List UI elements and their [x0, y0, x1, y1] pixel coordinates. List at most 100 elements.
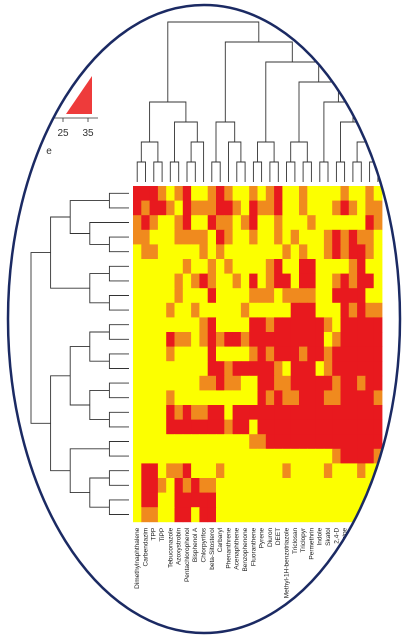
- heatmap-cell: [373, 186, 383, 201]
- heatmap-cell: [348, 244, 358, 260]
- column-label: Fluoranthene: [250, 527, 257, 566]
- heatmap-cell: [199, 478, 209, 493]
- heatmap-cell: [340, 215, 350, 231]
- heatmap-cell: [357, 229, 366, 245]
- heatmap-cell: [332, 302, 341, 318]
- heatmap-cell: [174, 492, 184, 508]
- heatmap-cell: [240, 288, 250, 304]
- heatmap-cell: [141, 507, 150, 523]
- heatmap-cell: [141, 200, 150, 216]
- heatmap-cell: [373, 215, 383, 231]
- heatmap-cell: [166, 288, 175, 304]
- heatmap-cell: [365, 419, 375, 435]
- heatmap-cell: [257, 273, 267, 289]
- heatmap-cell: [224, 507, 233, 523]
- heatmap-cell: [274, 463, 283, 479]
- heatmap-cell: [373, 346, 383, 362]
- heatmap-cell: [149, 390, 159, 406]
- column-label: Bromacil: [367, 527, 374, 553]
- heatmap-cell: [149, 259, 159, 274]
- heatmap-cell: [307, 463, 316, 479]
- heatmap-cell: [307, 302, 316, 318]
- heatmap-cell: [373, 288, 383, 304]
- heatmap-cell: [249, 390, 258, 406]
- heatmap-cell: [373, 390, 383, 406]
- heatmap-cell: [290, 302, 300, 318]
- heatmap-cell: [357, 186, 366, 201]
- heatmap-cell: [166, 332, 175, 347]
- heatmap-cell: [257, 244, 267, 260]
- heatmap-cell: [365, 200, 375, 216]
- heatmap-cell: [157, 259, 167, 274]
- heatmap-cell: [141, 405, 150, 420]
- heatmap-cell: [191, 200, 200, 216]
- heatmap-cell: [323, 478, 333, 493]
- heatmap-cell: [315, 244, 325, 260]
- heatmap-cell: [216, 259, 225, 274]
- heatmap-cell: [257, 346, 267, 362]
- heatmap-cell: [141, 215, 150, 231]
- heatmap-cell: [199, 419, 209, 435]
- heatmap-cell: [373, 419, 383, 435]
- heatmap-cell: [323, 332, 333, 347]
- heatmap-cell: [290, 478, 300, 493]
- heatmap-cell: [348, 375, 358, 391]
- heatmap-cell: [365, 244, 375, 260]
- heatmap-cell: [282, 434, 292, 450]
- heatmap-cell: [265, 302, 275, 318]
- heatmap-cell: [133, 419, 142, 435]
- heatmap-cell: [182, 478, 192, 493]
- heatmap-cell: [257, 332, 267, 347]
- heatmap-cell: [207, 317, 217, 333]
- heatmap-cell: [232, 492, 242, 508]
- heatmap-cell: [274, 200, 283, 216]
- heatmap-cell: [332, 463, 341, 479]
- heatmap-cell: [141, 186, 150, 201]
- heatmap-cell: [332, 186, 341, 201]
- heatmap-cell: [232, 434, 242, 450]
- heatmap-cell: [315, 405, 325, 420]
- heatmap-cell: [282, 229, 292, 245]
- heatmap-cell: [191, 186, 200, 201]
- heatmap-cell: [191, 448, 200, 464]
- heatmap-cell: [207, 361, 217, 377]
- column-label: Azoxystrobin: [176, 527, 183, 565]
- heatmap-cell: [365, 186, 375, 201]
- heatmap-cell: [207, 273, 217, 289]
- heatmap-cell: [315, 317, 325, 333]
- heatmap-cell: [174, 317, 184, 333]
- heatmap-cell: [323, 448, 333, 464]
- heatmap-cell: [166, 186, 175, 201]
- heatmap-cell: [182, 186, 192, 201]
- heatmap-cell: [224, 492, 233, 508]
- heatmap-cell: [332, 478, 341, 493]
- heatmap-cell: [182, 317, 192, 333]
- heatmap-cell: [141, 332, 150, 347]
- heatmap-cell: [240, 463, 250, 479]
- heatmap-cell: [348, 317, 358, 333]
- heatmap-cell: [207, 463, 217, 479]
- heatmap-cell: [174, 273, 184, 289]
- heatmap-cell: [274, 273, 283, 289]
- heatmap-cell: [323, 434, 333, 450]
- heatmap-cell: [157, 273, 167, 289]
- heatmap-cell: [307, 229, 316, 245]
- heatmap-cell: [157, 200, 167, 216]
- column-label: beta-Sitosterol: [209, 527, 216, 569]
- heatmap-cell: [290, 186, 300, 201]
- heatmap-cell: [249, 434, 258, 450]
- heatmap-cell: [373, 375, 383, 391]
- heatmap-cell: [373, 317, 383, 333]
- heatmap-cell: [249, 463, 258, 479]
- heatmap-cell: [157, 507, 167, 523]
- heatmap-cell: [157, 390, 167, 406]
- heatmap-cell: [216, 492, 225, 508]
- heatmap-cell: [191, 434, 200, 450]
- heatmap-cell: [290, 215, 300, 231]
- heatmap-cell: [365, 507, 375, 523]
- heatmap-cell: [299, 492, 308, 508]
- heatmap-cell: [348, 229, 358, 245]
- heatmap-cell: [357, 448, 366, 464]
- heatmap-cell: [340, 317, 350, 333]
- heatmap-cell: [315, 434, 325, 450]
